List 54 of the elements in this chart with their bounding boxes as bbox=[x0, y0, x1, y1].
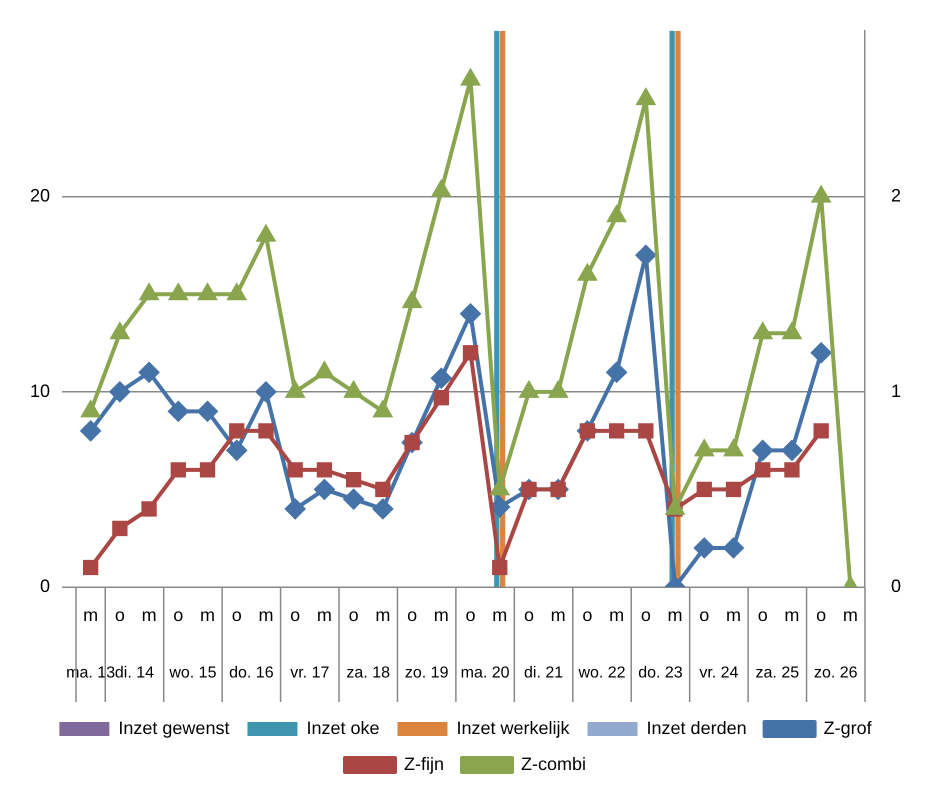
x-tick-label: m bbox=[784, 604, 800, 625]
x-tick-label: m bbox=[375, 604, 390, 625]
x-tick-label: o bbox=[816, 604, 826, 625]
x-tick-label: m bbox=[142, 604, 157, 625]
x-tick-label: m bbox=[492, 604, 508, 625]
x-tick-label: m bbox=[550, 604, 566, 625]
y2-tick-label: 1 bbox=[890, 380, 902, 401]
legend-label: Z-combi bbox=[521, 754, 586, 774]
x-tick-label: m bbox=[609, 604, 624, 625]
x-tick-label: o bbox=[114, 604, 125, 625]
x-tick-label: m bbox=[316, 604, 332, 625]
text: di. 14 bbox=[114, 664, 154, 682]
text: wo. 22 bbox=[577, 664, 626, 682]
x-tick-label: o bbox=[582, 604, 592, 625]
text: wo. 15 bbox=[168, 664, 217, 682]
text: za. 25 bbox=[756, 664, 800, 682]
text: zo. 26 bbox=[814, 664, 858, 682]
x-tick-label: o bbox=[524, 604, 534, 625]
text: zo. 19 bbox=[404, 664, 449, 682]
legend-label: Z-fijn bbox=[404, 754, 444, 774]
y-tick-label: 10 bbox=[30, 380, 50, 401]
text: do. 23 bbox=[638, 664, 683, 682]
x-tick-label: o bbox=[466, 604, 476, 625]
legend-label: Inzet werkelijk bbox=[456, 718, 571, 738]
y2-tick-label: 2 bbox=[890, 186, 902, 206]
x-tick-label: o bbox=[290, 604, 300, 625]
x-tick-label: m bbox=[83, 604, 98, 625]
text: di. 21 bbox=[524, 664, 564, 682]
y-tick-label: 0 bbox=[40, 576, 50, 596]
text: vr. 17 bbox=[290, 664, 330, 682]
x-tick-label: o bbox=[173, 604, 184, 625]
text: ma. 13 bbox=[66, 664, 116, 682]
x-tick-label: o bbox=[699, 604, 710, 625]
x-tick-label: o bbox=[348, 604, 359, 625]
legend-label: Inzet oke bbox=[306, 718, 380, 738]
x-tick-label: m bbox=[258, 604, 274, 625]
x-tick-label: m bbox=[434, 604, 449, 625]
x-tick-label: m bbox=[200, 604, 216, 625]
x-tick-label: o bbox=[640, 604, 651, 625]
legend-label: Inzet gewenst bbox=[118, 718, 230, 738]
y-tick-label: 20 bbox=[30, 186, 50, 206]
text: za. 18 bbox=[346, 664, 390, 682]
text: do. 16 bbox=[229, 664, 274, 682]
x-tick-label: m bbox=[668, 604, 683, 625]
x-tick-label: m bbox=[726, 604, 741, 625]
legend-label: Inzet derden bbox=[646, 718, 747, 738]
x-tick-label: o bbox=[232, 604, 242, 625]
x-tick-label: o bbox=[758, 604, 768, 625]
text: vr. 24 bbox=[699, 664, 739, 682]
y2-tick-label: 0 bbox=[890, 576, 902, 596]
x-tick-label: o bbox=[407, 604, 418, 625]
legend-label: Z-grof bbox=[824, 718, 873, 738]
text: ma. 20 bbox=[460, 664, 510, 682]
x-tick-label: m bbox=[842, 604, 858, 625]
